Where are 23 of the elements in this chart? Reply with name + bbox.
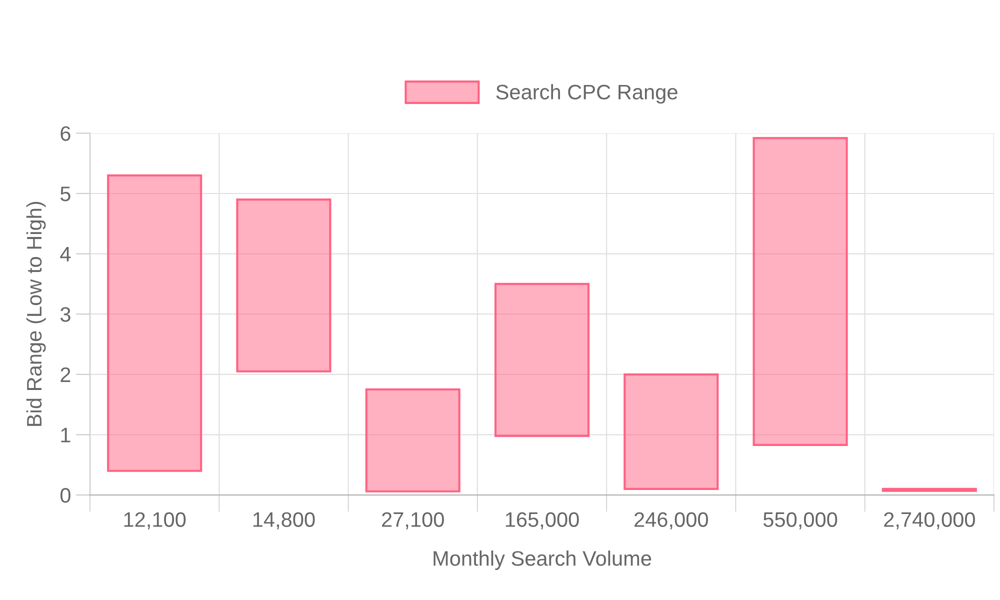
- y-axis-title: Bid Range (Low to High): [26, 202, 46, 426]
- bar: [107, 174, 202, 472]
- x-axis-title: Monthly Search Volume: [434, 550, 652, 570]
- bar: [624, 373, 719, 490]
- x-tick-label: 246,000: [634, 512, 708, 530]
- legend-label: Search CPC Range: [496, 84, 678, 104]
- y-tick-label: 4: [60, 247, 71, 262]
- x-tick-label: 12,100: [124, 512, 186, 530]
- x-tick-label: 14,800: [253, 512, 315, 530]
- bar: [236, 198, 332, 372]
- bar: [365, 388, 460, 492]
- y-tick-label: 2: [60, 367, 70, 382]
- y-tick-label: 6: [60, 126, 70, 141]
- y-tick-label: 1: [61, 428, 70, 442]
- x-tick-label: 165,000: [506, 512, 579, 530]
- x-tick-label: 27,100: [382, 512, 444, 530]
- y-tick-label: 5: [60, 186, 70, 202]
- x-tick-label: 2,740,000: [884, 512, 975, 530]
- x-tick-label: 550,000: [763, 512, 838, 530]
- y-tick-label: 0: [60, 488, 70, 503]
- bar: [494, 282, 590, 437]
- y-tick-label: 3: [60, 307, 70, 322]
- bar: [752, 136, 848, 446]
